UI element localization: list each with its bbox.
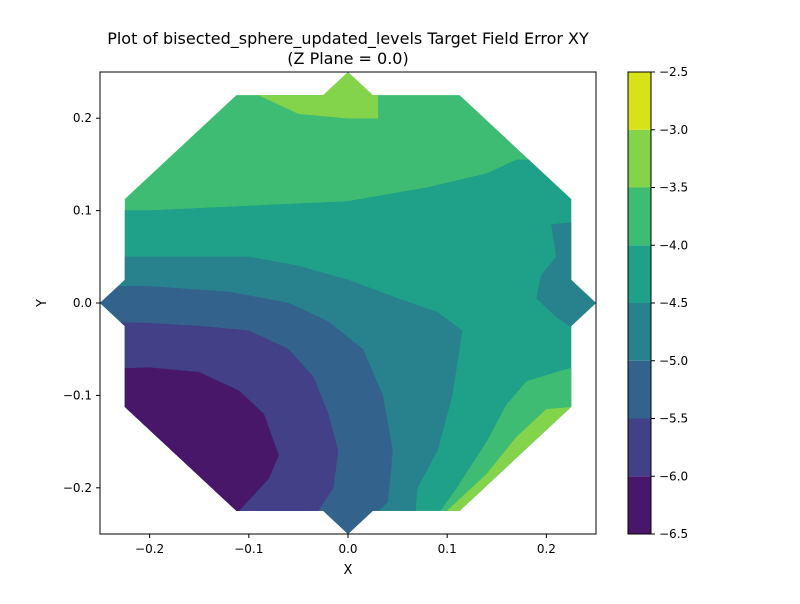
y-axis-label: Y [35, 299, 50, 308]
x-tick-label: −0.2 [135, 542, 164, 556]
colorbar-band [628, 360, 651, 419]
y-tick-label: 0.0 [73, 296, 92, 310]
colorbar-band [628, 303, 651, 361]
colorbar-ticks: −6.5 −6.0 −5.5 −5.0 −4.5 −4.0 −3.5 −3.0 −2.5 [651, 65, 688, 541]
colorbar-band [628, 476, 651, 534]
colorbar-band [628, 129, 651, 188]
colorbar-tick-label: −3.5 [659, 181, 688, 195]
y-tick-label: 0.2 [73, 111, 92, 125]
y-axis: −0.2 −0.1 0.0 0.1 0.2 [63, 111, 100, 495]
colorbar-tick-label: −3.0 [659, 123, 688, 137]
x-tick-label: 0.0 [338, 542, 357, 556]
contour-fill-group [100, 72, 596, 534]
chart-title-line1: Plot of bisected_sphere_updated_levels T… [107, 29, 589, 49]
x-axis-label: X [344, 563, 353, 578]
colorbar-tick-label: −6.0 [659, 469, 688, 483]
colorbar [627, 71, 652, 535]
y-tick-label: −0.1 [63, 388, 92, 402]
colorbar-tick-label: −5.5 [659, 412, 688, 426]
colorbar-tick-label: −4.5 [659, 296, 688, 310]
colorbar-tick-label: −2.5 [659, 65, 688, 79]
y-tick-label: 0.1 [73, 204, 92, 218]
x-tick-label: 0.1 [438, 542, 457, 556]
colorbar-band [628, 418, 651, 477]
x-tick-label: 0.2 [537, 542, 556, 556]
colorbar-band [628, 72, 651, 130]
colorbar-band [628, 245, 651, 303]
colorbar-tick-label: −5.0 [659, 354, 688, 368]
colorbar-tick-label: −4.0 [659, 238, 688, 252]
x-axis: −0.2 −0.1 0.0 0.1 0.2 [135, 534, 556, 556]
colorbar-band [628, 187, 651, 246]
x-tick-label: −0.1 [234, 542, 263, 556]
colorbar-tick-label: −6.5 [659, 527, 688, 541]
y-tick-label: −0.2 [63, 481, 92, 495]
chart-title-line2: (Z Plane = 0.0) [287, 49, 408, 68]
